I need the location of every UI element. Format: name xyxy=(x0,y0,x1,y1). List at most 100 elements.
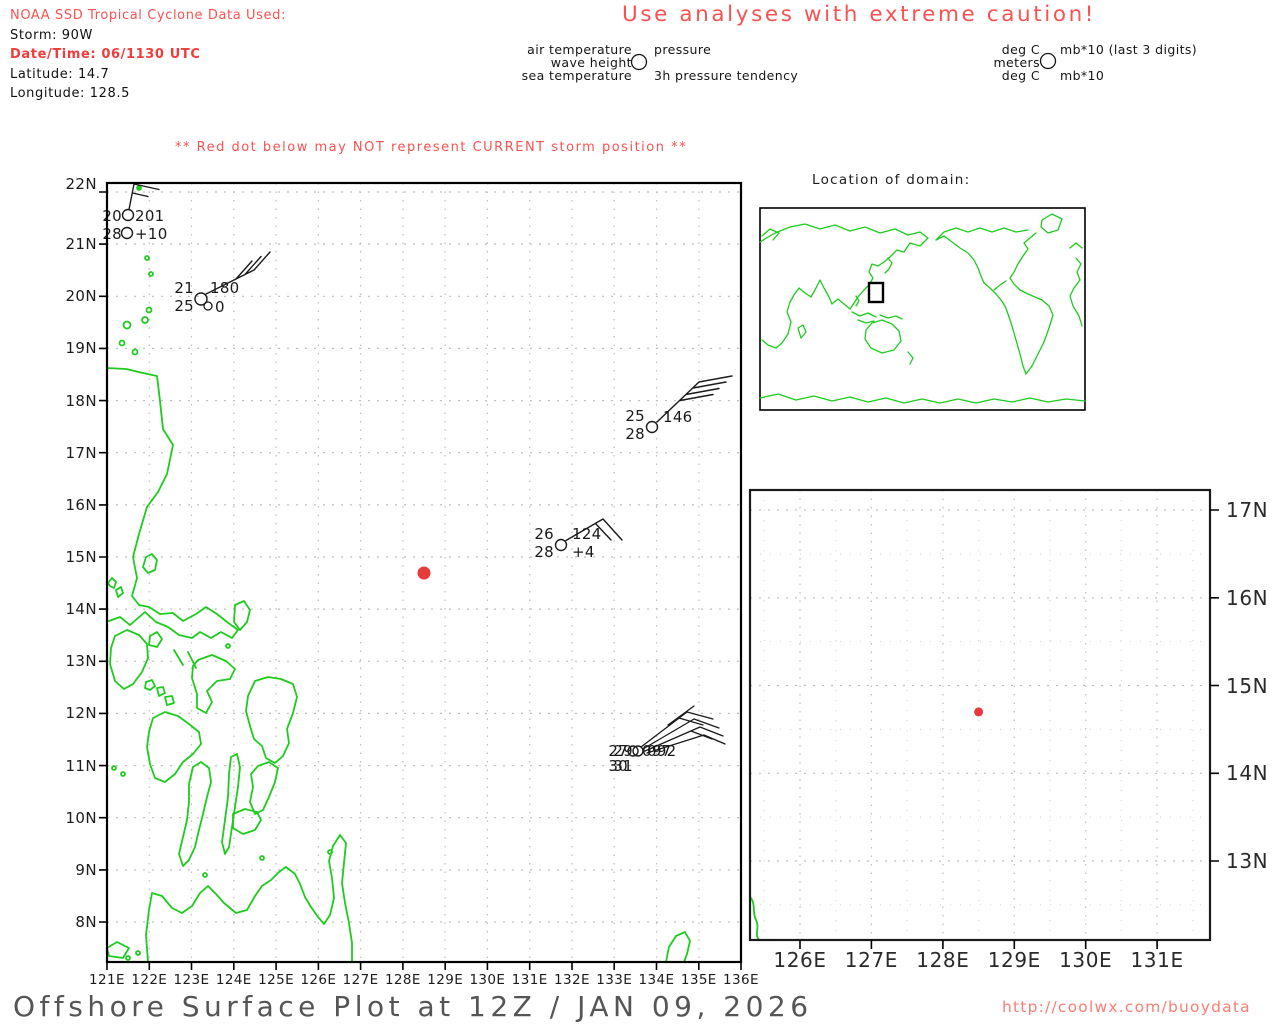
lat-label: 13N xyxy=(65,652,97,670)
lon-label: 123E xyxy=(174,972,210,988)
datetime-line: Date/Time: 06/1130 UTC xyxy=(10,47,201,62)
main-map: 20 201 28 +10 21 180 25 0 xyxy=(65,175,758,988)
lat-label: 22N xyxy=(65,175,97,193)
source-url: http://coolwx.com/buoydata xyxy=(1002,998,1251,1016)
wind-barb xyxy=(640,705,726,754)
lat-label: 16N xyxy=(1226,586,1268,610)
lat-label: 11N xyxy=(65,757,97,775)
main-map-lon-ticks xyxy=(106,962,742,970)
station-sea-temp: 25 xyxy=(174,297,194,315)
main-map-lon-labels: 121E 122E 123E 124E 125E 126E 127E 128E … xyxy=(89,972,759,988)
lon-label: 134E xyxy=(639,972,675,988)
station-tendency: +4 xyxy=(572,543,595,561)
lat-label: 10N xyxy=(65,809,97,827)
station-sea-temp: 28 xyxy=(625,425,645,443)
station-tendency: 0 xyxy=(215,298,225,316)
lon-label: 126E xyxy=(300,972,336,988)
lon-label: 130E xyxy=(1059,948,1112,972)
storm-position-warning: ** Red dot below may NOT represent CURRE… xyxy=(175,140,688,155)
station-plot: 21 180 25 0 xyxy=(174,251,271,316)
legend-air-temperature: air temperature xyxy=(527,42,632,57)
mini-map: 17N 16N 15N 14N 13N 126E 127E 128E 129E … xyxy=(748,488,1268,972)
station-sea-temp: 31 xyxy=(613,757,633,775)
station-air-temp: 21 xyxy=(174,279,194,297)
station-plot: 20 201 28 +10 xyxy=(102,183,168,243)
lon-label: 124E xyxy=(216,972,252,988)
lat-label: 19N xyxy=(65,339,97,357)
lon-label: 133E xyxy=(596,972,632,988)
lat-label: 8N xyxy=(75,913,97,931)
mini-storm-position-dot xyxy=(974,707,984,717)
legend-tendency-units: mb*10 xyxy=(1060,68,1105,83)
lat-label: 20N xyxy=(65,287,97,305)
legend-pressure: pressure xyxy=(654,42,712,57)
station-air-temp: 27 xyxy=(608,742,628,760)
lon-label: 129E xyxy=(427,972,463,988)
longitude-line: Longitude: 128.5 xyxy=(10,86,130,101)
station-pressure: 146 xyxy=(663,408,693,426)
legend-wave-units: meters xyxy=(993,55,1040,70)
world-inset-map xyxy=(759,207,1086,411)
world-map-frame xyxy=(759,207,1086,411)
legend-sea-temperature: sea temperature xyxy=(521,68,632,83)
plot-title: Offshore Surface Plot at 12Z / JAN 09, 2… xyxy=(13,990,813,1023)
main-map-frame xyxy=(105,181,743,964)
station-pressure: 124 xyxy=(572,525,602,543)
domain-rectangle-marker xyxy=(867,281,885,304)
mini-map-lon-ticks xyxy=(799,940,1158,949)
lat-label: 14N xyxy=(65,600,97,618)
caution-headline: Use analyses with extreme caution! xyxy=(622,2,1097,27)
small-island-dot xyxy=(136,185,142,191)
lon-label: 121E xyxy=(89,972,125,988)
lat-label: 18N xyxy=(65,392,97,410)
wind-barb xyxy=(128,183,160,211)
lon-label: 135E xyxy=(681,972,717,988)
mini-map-coastline xyxy=(749,896,760,941)
wind-barb xyxy=(656,375,733,423)
lon-label: 131E xyxy=(1130,948,1183,972)
station-model-circle-icon xyxy=(630,53,648,71)
lat-label: 17N xyxy=(1226,498,1268,522)
mini-map-frame xyxy=(748,488,1212,942)
main-map-lat-ticks xyxy=(99,191,107,923)
lon-label: 130E xyxy=(469,972,505,988)
units-model-circle-icon xyxy=(1039,52,1057,70)
storm-id-line: Storm: 90W xyxy=(10,27,93,43)
world-coastline xyxy=(759,213,1086,404)
lon-label: 127E xyxy=(343,972,379,988)
lat-label: 15N xyxy=(65,548,97,566)
lat-label: 16N xyxy=(65,496,97,514)
lon-label: 128E xyxy=(916,948,969,972)
mini-map-lat-labels: 17N 16N 15N 14N 13N xyxy=(1226,498,1268,873)
station-pressure: 097 xyxy=(642,742,672,760)
lat-label: 9N xyxy=(75,861,97,879)
lat-label: 17N xyxy=(65,444,97,462)
lon-label: 136E xyxy=(723,972,759,988)
station-sea-temp: 28 xyxy=(534,543,554,561)
latitude-line: Latitude: 14.7 xyxy=(10,66,110,82)
legend-pressure-units: mb*10 (last 3 digits) xyxy=(1060,42,1198,57)
station-plots: 20 201 28 +10 21 180 25 0 xyxy=(102,183,733,775)
station-pressure: 092 xyxy=(647,742,677,760)
wind-barb xyxy=(205,251,271,295)
mini-map-grid-horizontal-half xyxy=(750,553,1210,906)
lat-label: 12N xyxy=(65,704,97,722)
lon-label: 126E xyxy=(773,948,826,972)
legend-air-units: deg C xyxy=(1001,42,1040,57)
station-plot: 26 124 28 +4 xyxy=(534,518,623,561)
lon-label: 129E xyxy=(988,948,1041,972)
mini-map-grid-horizontal xyxy=(750,509,1210,862)
lon-label: 132E xyxy=(554,972,590,988)
station-pressure: 201 xyxy=(135,207,165,225)
station-sea-temp: 30 xyxy=(608,757,628,775)
station-air-temp: 20 xyxy=(102,207,122,225)
mini-map-lat-ticks xyxy=(1210,509,1219,862)
lon-label: 127E xyxy=(845,948,898,972)
station-plot-cluster: 27 29 097 092 30 31 xyxy=(608,705,726,775)
legend-wave-height: wave height xyxy=(550,55,632,70)
legend-pressure-tendency: 3h pressure tendency xyxy=(654,68,799,83)
legend-sea-units: deg C xyxy=(1001,68,1040,83)
station-tendency: +10 xyxy=(135,225,168,243)
